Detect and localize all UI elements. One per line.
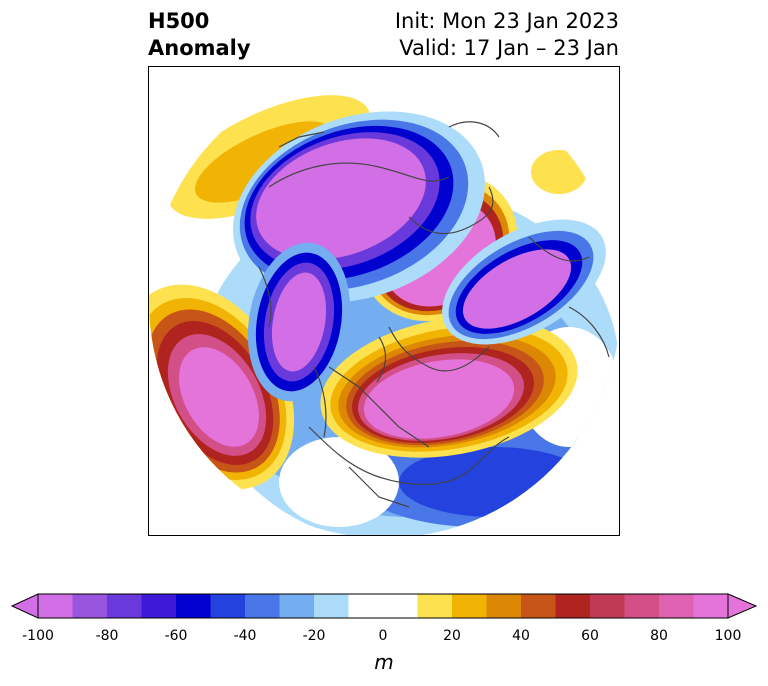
colorbar-tick-label: 80 bbox=[650, 628, 668, 644]
colorbar-cell bbox=[452, 594, 487, 618]
ridge-small-east bbox=[531, 150, 587, 194]
colorbar-cell bbox=[555, 594, 591, 618]
colorbar-cell bbox=[72, 594, 108, 618]
plot-title-right: Init: Mon 23 Jan 2023 Valid: 17 Jan – 23… bbox=[395, 8, 619, 62]
colorbar-cell bbox=[417, 594, 453, 618]
colorbar-cell bbox=[38, 594, 73, 618]
colorbar-unit: m bbox=[374, 650, 394, 674]
colorbar-tick-label: -60 bbox=[164, 628, 188, 644]
colorbar-outline bbox=[37, 593, 729, 619]
colorbar-cell bbox=[624, 594, 660, 618]
map-svg bbox=[149, 67, 619, 535]
init-date: Init: Mon 23 Jan 2023 bbox=[394, 9, 619, 33]
plot-title-left: H500 Anomaly bbox=[148, 8, 251, 62]
colorbar-tick-label: -100 bbox=[22, 628, 54, 644]
colorbar-cell bbox=[486, 594, 522, 618]
colorbar-cell bbox=[693, 594, 729, 618]
colorbar-cell bbox=[176, 594, 211, 618]
colorbar-cell bbox=[141, 594, 177, 618]
colorbar-tick-label: -40 bbox=[233, 628, 257, 644]
colorbar bbox=[10, 593, 758, 619]
colorbar-cell bbox=[521, 594, 556, 618]
colorbar-tick-label: 0 bbox=[378, 628, 388, 644]
colorbar-cell bbox=[107, 594, 142, 618]
anomaly-map bbox=[148, 66, 620, 536]
colorbar-extend-min bbox=[10, 593, 39, 619]
colorbar-cell bbox=[279, 594, 315, 618]
title-subtitle: Anomaly bbox=[148, 36, 251, 60]
colorbar-tick-label: -20 bbox=[302, 628, 326, 644]
colorbar-cell bbox=[348, 594, 384, 618]
colorbar-cell bbox=[383, 594, 418, 618]
colorbar-cell bbox=[314, 594, 349, 618]
colorbar-cell bbox=[590, 594, 625, 618]
colorbar-tick-label: 40 bbox=[512, 628, 530, 644]
colorbar-cell bbox=[659, 594, 694, 618]
colorbar-cell bbox=[245, 594, 280, 618]
colorbar-cell bbox=[210, 594, 246, 618]
colorbar-tick-label: 100 bbox=[714, 628, 742, 644]
colorbar-tick-label: -80 bbox=[95, 628, 119, 644]
colorbar-tick-label: 60 bbox=[581, 628, 599, 644]
colorbar-extend-max bbox=[727, 593, 758, 619]
colorbar-tick-label: 20 bbox=[443, 628, 461, 644]
title-variable: H500 bbox=[148, 9, 210, 33]
valid-range: Valid: 17 Jan – 23 Jan bbox=[399, 36, 619, 60]
